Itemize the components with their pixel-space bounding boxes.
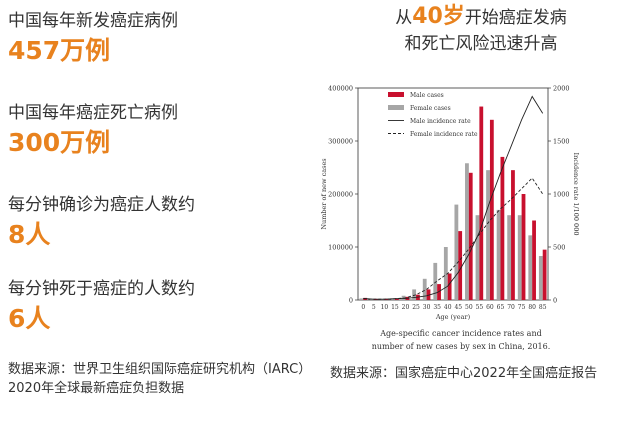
y-tick-label: 400000 (328, 85, 353, 93)
bar-female (528, 235, 533, 300)
y2-axis-label: Incidence rate 1/100 000 (572, 153, 580, 236)
y-tick-label: 0 (349, 297, 353, 305)
bar-female (422, 278, 427, 300)
x-tick-label: 80 (528, 304, 536, 311)
bar-female (538, 256, 543, 300)
bar-female (517, 215, 522, 300)
bar-female (443, 247, 448, 300)
x-tick-label: 60 (486, 304, 494, 311)
x-tick-label: 25 (412, 304, 420, 311)
y2-tick-label: 1500 (553, 138, 570, 146)
legend-swatch (388, 92, 404, 97)
y-tick-label: 300000 (328, 138, 353, 146)
bar-male (468, 172, 473, 300)
x-tick-label: 40 (444, 304, 452, 311)
bar-male (542, 249, 547, 300)
y-axis-label: Number of new cases (320, 158, 328, 229)
bar-male (532, 220, 536, 300)
line-male-incidence (363, 95, 544, 300)
y2-tick-label: 1000 (553, 191, 570, 199)
x-tick-label: 0 (361, 304, 365, 311)
source-note-right: 数据来源：国家癌症中心2022年全国癌症报告 (330, 366, 598, 381)
stat-label: 每分钟死于癌症的人数约 (8, 279, 195, 299)
bar-female (475, 215, 480, 300)
bar-male (511, 170, 515, 300)
bar-male (500, 156, 505, 300)
x-tick-label: 55 (476, 304, 484, 311)
stat-diagnosed-per-minute: 每分钟确诊为癌症人数约 8人 (8, 194, 308, 278)
x-tick-label: 50 (465, 304, 473, 311)
x-tick-label: 65 (497, 304, 505, 311)
y-tick-label: 200000 (328, 191, 353, 199)
stat-label: 中国每年新发癌症病例 (8, 11, 178, 31)
chart-svg: 0100000200000300000400000050010001500200… (320, 85, 580, 352)
y2-tick-label: 2000 (553, 85, 570, 93)
stat-deaths-per-minute: 每分钟死于癌症的人数约 6人 (8, 278, 308, 362)
legend-swatch (388, 105, 404, 110)
y-tick-label: 100000 (328, 244, 353, 252)
legend-label: Male cases (410, 92, 444, 99)
stat-value: 8人 (8, 220, 51, 249)
bar-male (479, 106, 484, 300)
x-tick-label: 85 (539, 304, 547, 311)
stat-new-cases: 中国每年新发癌症病例 457万例 (8, 10, 308, 102)
x-tick-label: 20 (402, 304, 410, 311)
bar-female (433, 262, 438, 300)
stats-panel: 中国每年新发癌症病例 457万例 中国每年癌症死亡病例 300万例 每分钟确诊为… (8, 10, 308, 362)
bar-male (426, 289, 431, 300)
x-tick-label: 10 (381, 304, 389, 311)
legend-label: Female incidence rate (410, 131, 478, 138)
y2-tick-label: 500 (553, 244, 565, 252)
stat-value: 300万例 (8, 128, 111, 157)
line-female-incidence (363, 177, 544, 300)
x-tick-label: 45 (454, 304, 462, 311)
bar-male (458, 231, 463, 300)
incidence-chart: 0 100000 200000 300000 400000 0 500 1000 1500 200… (316, 74, 584, 360)
bar-male (394, 298, 399, 300)
stat-deaths: 中国每年癌症死亡病例 300万例 (8, 102, 308, 194)
bar-male (437, 284, 441, 300)
stat-value: 457万例 (8, 36, 111, 65)
x-tick-label: 35 (433, 304, 441, 311)
headline-prefix: 从 (395, 8, 413, 28)
headline-line-2: 和死亡风险迅速升高 (404, 34, 558, 54)
headline-line-1: 从40岁开始癌症发病 (332, 4, 630, 31)
x-tick-label: 15 (391, 304, 399, 311)
bar-female (465, 163, 469, 300)
bar-male (521, 194, 526, 300)
bar-female (486, 170, 490, 300)
stat-value: 6人 (8, 304, 51, 333)
stat-label: 每分钟确诊为癌症人数约 (8, 195, 195, 215)
bar-female (496, 209, 501, 300)
bar-male (447, 273, 452, 300)
source-note-left: 数据来源：世界卫生组织国际癌症研究机构（IARC）2020年全球最新癌症负担数据 (8, 362, 305, 396)
y2-tick-label: 0 (553, 297, 557, 305)
chart-caption-line-1: Age-specific cancer incidence rates and (379, 329, 541, 338)
x-axis-label: Age (year) (435, 313, 471, 321)
bar-male (489, 119, 494, 300)
x-tick-label: 5 (372, 304, 376, 311)
chart-headline: 从40岁开始癌症发病 和死亡风险迅速升高 (332, 4, 630, 57)
x-tick-label: 75 (518, 304, 526, 311)
x-tick-label: 70 (507, 304, 515, 311)
chart-caption-line-2: number of new cases by sex in China, 201… (372, 342, 551, 351)
headline-suffix: 开始癌症发病 (464, 8, 567, 28)
bar-female (454, 204, 459, 300)
bar-female (412, 289, 417, 300)
legend-label: Male incidence rate (410, 118, 471, 125)
bar-female (507, 215, 512, 300)
stat-label: 中国每年癌症死亡病例 (8, 103, 178, 123)
legend-label: Female cases (410, 105, 451, 112)
x-tick-label: 30 (423, 304, 431, 311)
bar-female (359, 298, 364, 300)
headline-accent: 40岁 (412, 4, 465, 29)
